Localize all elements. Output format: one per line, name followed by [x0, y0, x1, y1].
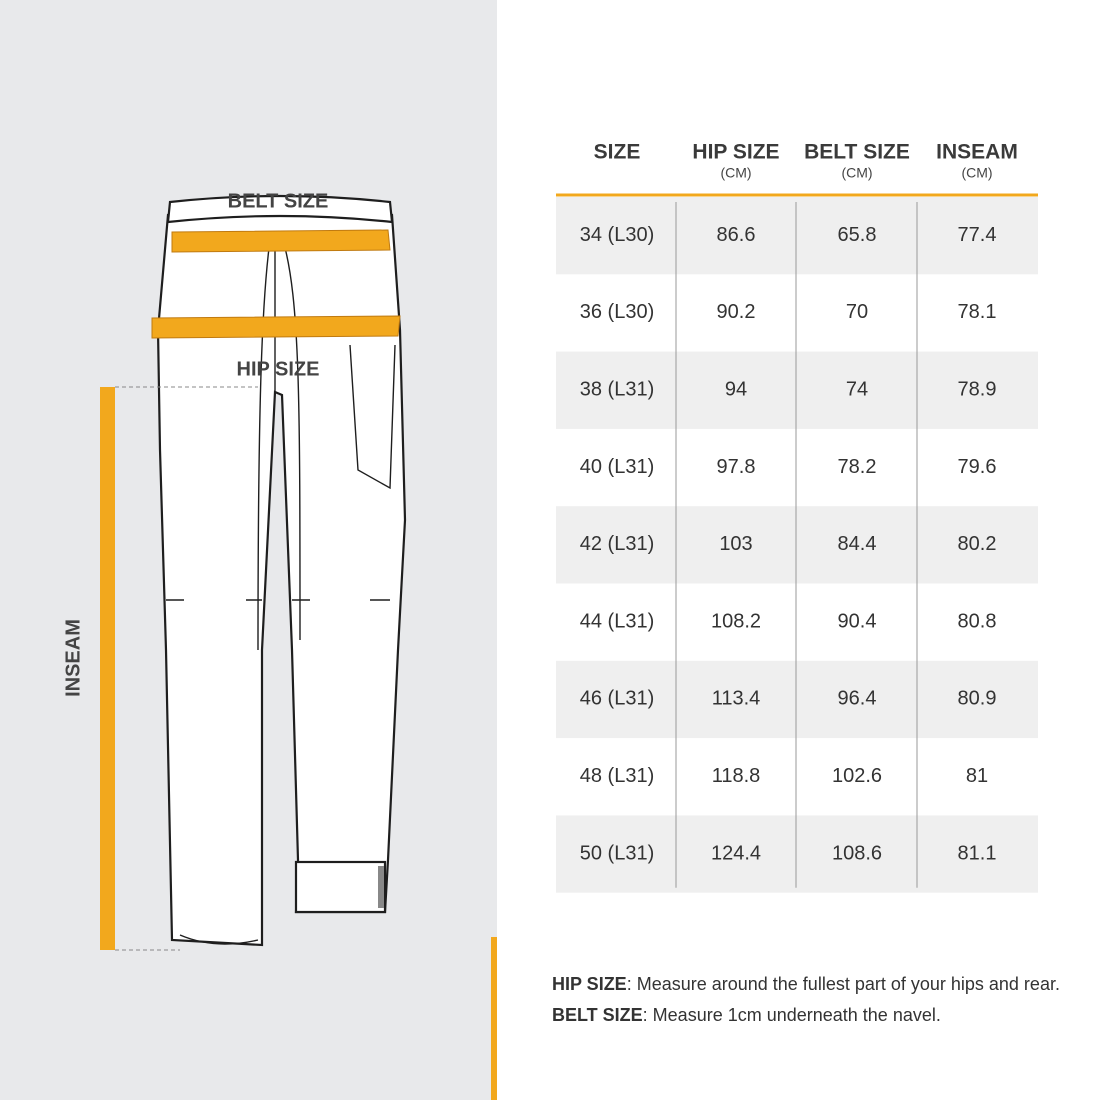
cell: 78.9: [958, 379, 997, 401]
cell: 90.4: [838, 610, 877, 632]
cell: 80.2: [958, 533, 997, 555]
cell: 44 (L31): [580, 610, 655, 632]
cell: 80.8: [958, 610, 997, 632]
cell: 86.6: [717, 224, 756, 246]
pants-drawing: [100, 194, 407, 951]
cell: 34 (L30): [580, 224, 655, 246]
cell: 79.6: [958, 456, 997, 478]
cell: 78.1: [958, 301, 997, 323]
belt-tape: [171, 229, 391, 253]
column-unit: (CM): [720, 165, 751, 181]
row-band: [556, 197, 1038, 275]
note-text: : Measure around the fullest part of you…: [627, 974, 1060, 994]
cell: 77.4: [958, 224, 997, 246]
column-unit: (CM): [841, 165, 872, 181]
column-header: SIZE: [594, 141, 641, 164]
cell: 97.8: [717, 456, 756, 478]
cell: 108.6: [832, 842, 882, 864]
cell: 118.8: [712, 765, 761, 787]
column-unit: (CM): [961, 165, 992, 181]
note-term: BELT SIZE: [552, 1005, 643, 1025]
cell: 78.2: [838, 456, 877, 478]
cell: 36 (L30): [580, 301, 655, 323]
cell: 81: [966, 765, 988, 787]
cell: 38 (L31): [580, 379, 655, 401]
column-header: BELT SIZE: [804, 141, 910, 164]
cell: 103: [719, 533, 752, 555]
cell: 108.2: [711, 610, 761, 632]
cell: 80.9: [958, 688, 997, 710]
cell: 124.4: [711, 842, 761, 864]
note-text: : Measure 1cm underneath the navel.: [643, 1005, 941, 1025]
belt-label: BELT SIZE: [228, 190, 329, 212]
cell: 94: [725, 379, 747, 401]
cell: 102.6: [832, 765, 882, 787]
cell: 96.4: [838, 688, 877, 710]
cell: 46 (L31): [580, 688, 655, 710]
size-table: SIZE HIP SIZE(CM)BELT SIZE(CM)INSEAM(CM)3…: [556, 141, 1038, 893]
hip-label: HIP SIZE: [237, 358, 320, 380]
note-term: HIP SIZE: [552, 974, 627, 994]
cell: 74: [846, 379, 868, 401]
cell: 40 (L31): [580, 456, 655, 478]
cell: 65.8: [838, 224, 877, 246]
cell: 70: [846, 301, 868, 323]
cell: 90.2: [717, 301, 756, 323]
column-header: INSEAM: [936, 141, 1018, 164]
inseam-label: INSEAM: [62, 619, 84, 697]
note: HIP SIZE: Measure around the fullest par…: [552, 974, 1060, 994]
row-band: [556, 660, 1038, 739]
column-header: HIP SIZE: [692, 141, 779, 164]
row-band: [556, 351, 1038, 429]
accent-bar: [491, 937, 497, 1100]
inseam-tape: [100, 387, 115, 950]
row-band: [556, 506, 1038, 584]
cell: 84.4: [838, 533, 877, 555]
cell: 81.1: [958, 842, 997, 864]
note: BELT SIZE: Measure 1cm underneath the na…: [552, 1005, 941, 1025]
cell: 50 (L31): [580, 842, 655, 864]
hip-tape: [151, 315, 401, 339]
cell: 42 (L31): [580, 533, 655, 555]
row-band: [556, 815, 1038, 893]
cell: 113.4: [712, 688, 761, 710]
cell: 48 (L31): [580, 765, 655, 787]
